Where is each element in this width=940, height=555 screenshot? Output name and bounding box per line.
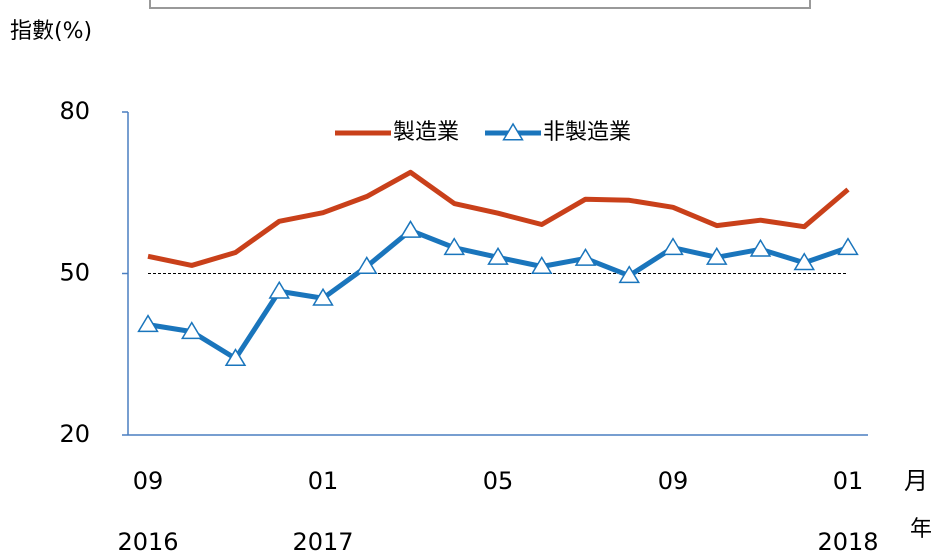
- point-marker: [837, 237, 859, 256]
- frame-decoration: [149, 0, 811, 9]
- point-marker: [443, 237, 466, 256]
- x-tick-label: 01: [308, 467, 339, 495]
- point-marker: [180, 321, 203, 340]
- x-tick-label: 09: [658, 467, 689, 495]
- point-marker: [574, 247, 597, 266]
- point-marker: [312, 287, 334, 306]
- point-marker: [793, 252, 816, 271]
- point-marker: [268, 280, 291, 299]
- y-tick-label: 80: [59, 97, 90, 125]
- point-marker: [487, 246, 509, 265]
- legend-label: 非製造業: [543, 120, 631, 145]
- point-marker: [530, 256, 553, 275]
- point-marker: [749, 238, 772, 257]
- point-marker: [399, 219, 422, 238]
- y-axis-title: 指數(%): [10, 19, 92, 44]
- x-axis-title: 月: [904, 467, 928, 495]
- year-axis-title: 年: [910, 517, 932, 542]
- x-tick-label: 05: [483, 467, 514, 495]
- series-line: [147, 169, 850, 268]
- year-label: 2017: [292, 528, 353, 555]
- x-tick-label: 01: [833, 467, 864, 495]
- y-tick-label: 20: [59, 420, 90, 448]
- legend-marker: [502, 122, 524, 141]
- point-marker: [137, 314, 159, 333]
- point-marker: [662, 237, 684, 256]
- year-label: 2016: [117, 528, 178, 555]
- y-tick-label: 50: [59, 259, 90, 287]
- point-marker: [705, 246, 728, 265]
- point-marker: [224, 348, 247, 367]
- point-marker: [618, 265, 641, 284]
- x-tick-label: 09: [133, 467, 164, 495]
- point-marker: [355, 256, 378, 275]
- year-label: 2018: [817, 528, 878, 555]
- legend-label: 製造業: [393, 120, 459, 145]
